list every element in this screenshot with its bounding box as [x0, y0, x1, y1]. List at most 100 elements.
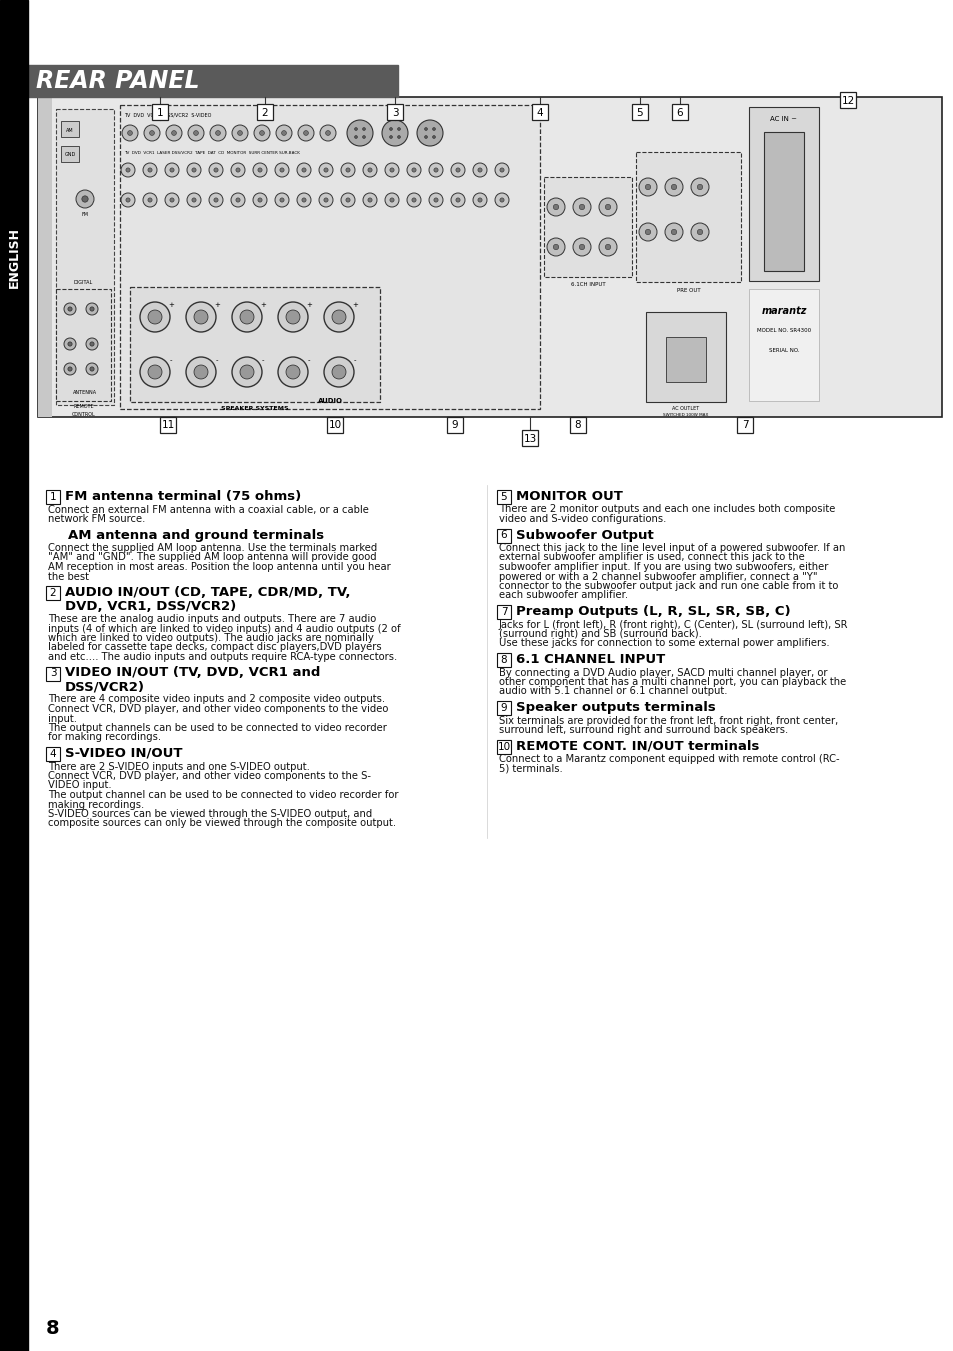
Text: Jacks for L (front left), R (front right), C (Center), SL (surround left), SR: Jacks for L (front left), R (front right…	[498, 620, 847, 630]
Circle shape	[473, 163, 486, 177]
Text: labeled for cassette tape decks, compact disc players,DVD players: labeled for cassette tape decks, compact…	[48, 643, 381, 653]
Bar	[0, 0, 28, 1351]
FancyBboxPatch shape	[497, 701, 511, 715]
Circle shape	[553, 245, 558, 250]
Text: AUDIO IN/OUT (CD, TAPE, CDR/MD, TV,: AUDIO IN/OUT (CD, TAPE, CDR/MD, TV,	[65, 586, 350, 598]
Circle shape	[390, 168, 394, 172]
Circle shape	[193, 309, 208, 324]
Circle shape	[231, 193, 245, 207]
FancyBboxPatch shape	[160, 417, 175, 434]
Circle shape	[644, 184, 650, 189]
Circle shape	[235, 197, 240, 203]
Circle shape	[416, 120, 442, 146]
Text: SERIAL NO.: SERIAL NO.	[768, 349, 799, 354]
FancyBboxPatch shape	[737, 417, 752, 434]
Circle shape	[126, 168, 130, 172]
Bar	[645, 312, 725, 403]
FancyBboxPatch shape	[497, 528, 511, 543]
Circle shape	[277, 357, 308, 386]
Text: other component that has a multi channel port, you can playback the: other component that has a multi channel…	[498, 677, 845, 688]
Text: The output channels can be used to be connected to video recorder: The output channels can be used to be co…	[48, 723, 387, 734]
Text: network FM source.: network FM source.	[48, 513, 145, 524]
Circle shape	[237, 131, 242, 135]
Circle shape	[347, 120, 373, 146]
Text: 6.1CH INPUT: 6.1CH INPUT	[570, 282, 604, 288]
FancyBboxPatch shape	[497, 605, 511, 619]
Polygon shape	[665, 336, 705, 382]
Text: MONITOR OUT: MONITOR OUT	[516, 490, 622, 503]
Text: external subwoofer amplifier is used, connect this jack to the: external subwoofer amplifier is used, co…	[498, 553, 804, 562]
FancyBboxPatch shape	[497, 490, 511, 504]
Circle shape	[64, 303, 76, 315]
Circle shape	[389, 135, 392, 139]
Circle shape	[165, 163, 179, 177]
Text: MODEL NO. SR4300: MODEL NO. SR4300	[756, 328, 810, 334]
Circle shape	[286, 365, 299, 380]
Circle shape	[68, 342, 72, 346]
Circle shape	[604, 245, 610, 250]
Circle shape	[259, 131, 264, 135]
Circle shape	[325, 131, 330, 135]
Text: FM: FM	[81, 212, 89, 218]
Text: which are linked to video outputs). The audio jacks are nominally: which are linked to video outputs). The …	[48, 634, 374, 643]
Circle shape	[644, 230, 650, 235]
Circle shape	[346, 168, 350, 172]
Text: 1: 1	[50, 492, 56, 503]
Text: 5: 5	[636, 108, 642, 118]
Circle shape	[281, 131, 286, 135]
Bar	[61, 122, 79, 136]
Circle shape	[671, 184, 676, 189]
Circle shape	[90, 367, 94, 372]
Text: 8: 8	[46, 1319, 59, 1337]
Bar	[56, 289, 111, 401]
Circle shape	[192, 168, 196, 172]
Text: 1: 1	[156, 108, 163, 118]
Circle shape	[144, 126, 160, 141]
Bar	[38, 97, 52, 417]
Circle shape	[495, 163, 509, 177]
Circle shape	[546, 238, 564, 255]
Text: 8: 8	[500, 655, 507, 665]
Text: ENGLISH: ENGLISH	[8, 227, 20, 288]
Circle shape	[296, 163, 311, 177]
Text: S-VIDEO IN/OUT: S-VIDEO IN/OUT	[65, 747, 182, 761]
Text: and etc.... The audio inputs and outputs require RCA-type connectors.: and etc.... The audio inputs and outputs…	[48, 653, 396, 662]
Circle shape	[140, 303, 170, 332]
Circle shape	[232, 126, 248, 141]
Circle shape	[148, 168, 152, 172]
Text: (surround right) and SB (surround back).: (surround right) and SB (surround back).	[498, 630, 701, 639]
FancyBboxPatch shape	[532, 104, 547, 120]
Circle shape	[318, 163, 333, 177]
Circle shape	[340, 193, 355, 207]
Bar	[38, 97, 941, 417]
Circle shape	[346, 197, 350, 203]
Text: 5) terminals.: 5) terminals.	[498, 763, 562, 774]
Circle shape	[192, 197, 196, 203]
Circle shape	[434, 197, 437, 203]
Circle shape	[434, 168, 437, 172]
Circle shape	[170, 168, 173, 172]
Circle shape	[186, 357, 215, 386]
Text: inputs (4 of which are linked to video inputs) and 4 audio outputs (2 of: inputs (4 of which are linked to video i…	[48, 624, 400, 634]
Circle shape	[232, 303, 262, 332]
Circle shape	[186, 303, 215, 332]
FancyBboxPatch shape	[497, 739, 511, 754]
Bar	[763, 132, 803, 272]
Circle shape	[232, 357, 262, 386]
Text: marantz: marantz	[760, 305, 806, 316]
Text: AM antenna and ground terminals: AM antenna and ground terminals	[68, 528, 324, 542]
Circle shape	[301, 197, 306, 203]
Circle shape	[697, 184, 702, 189]
Circle shape	[477, 168, 481, 172]
Circle shape	[86, 363, 98, 376]
Circle shape	[121, 193, 135, 207]
Circle shape	[274, 163, 289, 177]
Circle shape	[279, 197, 284, 203]
Circle shape	[456, 168, 459, 172]
Circle shape	[82, 196, 88, 203]
Text: 4: 4	[50, 748, 56, 759]
Circle shape	[546, 199, 564, 216]
Text: 3: 3	[50, 669, 56, 678]
FancyBboxPatch shape	[447, 417, 462, 434]
Circle shape	[389, 127, 392, 131]
